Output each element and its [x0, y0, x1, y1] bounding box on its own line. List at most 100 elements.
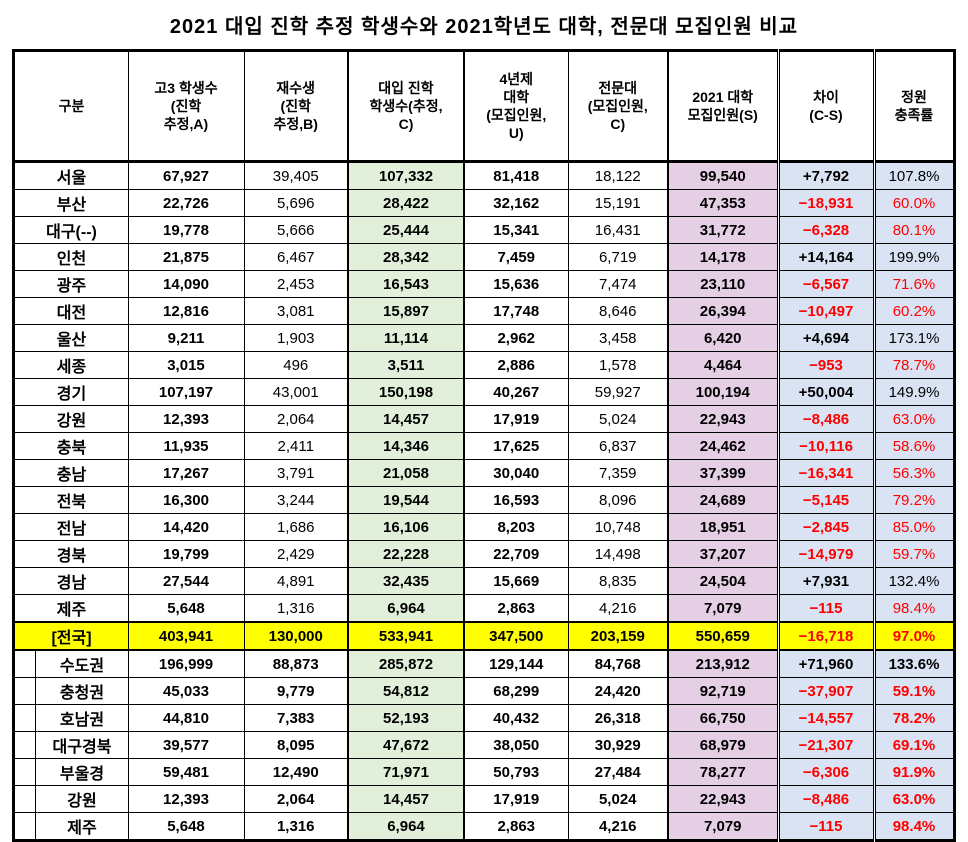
cell-colJ: 8,835 [567, 567, 669, 595]
table-row: 세종 3,015 496 3,511 2,886 1,578 4,464 −953 78.7% [13, 351, 955, 379]
row-indent-spacer [13, 758, 37, 786]
cell-colB: 39,405 [243, 161, 349, 190]
cell-colS: 18,951 [667, 513, 779, 541]
cell-colD: −5,145 [776, 486, 876, 514]
cell-colC: 14,346 [347, 432, 465, 460]
cell-colS: 26,394 [667, 297, 779, 325]
cell-colA: 19,799 [127, 540, 245, 568]
cell-colR: 173.1% [872, 324, 955, 352]
cell-colA: 67,927 [127, 161, 245, 190]
cell-colS: 22,943 [667, 405, 779, 433]
cell-colA: 3,015 [127, 351, 245, 379]
cell-colD: +7,792 [776, 161, 876, 190]
table-row: 서울 67,927 39,405 107,332 81,418 18,122 99,540 +… [13, 161, 955, 190]
cell-colA: 12,393 [127, 785, 245, 813]
cell-colD: −6,328 [776, 216, 876, 244]
cell-colS: 31,772 [667, 216, 779, 244]
cell-colJ: 8,096 [567, 486, 669, 514]
row-label: 경북 [13, 540, 129, 568]
row-label: 부산 [13, 189, 129, 217]
cell-colU: 22,709 [463, 540, 569, 568]
cell-colB: 88,873 [243, 649, 349, 678]
cell-colB: 3,081 [243, 297, 349, 325]
table-row: 충북 11,935 2,411 14,346 17,625 6,837 24,462 −10,… [13, 432, 955, 460]
page: { "title": "2021 대입 진학 추정 학생수와 2021학년도 대… [12, 16, 956, 842]
table-row: 수도권 196,999 88,873 285,872 129,144 84,768 213,… [13, 649, 955, 678]
cell-colJ: 6,719 [567, 243, 669, 271]
row-label: 광주 [13, 270, 129, 298]
cell-colA: 12,816 [127, 297, 245, 325]
cell-colS: 37,207 [667, 540, 779, 568]
cell-colU: 17,919 [463, 785, 569, 813]
table-row: 인천 21,875 6,467 28,342 7,459 6,719 14,178 +14,1… [13, 243, 955, 271]
cell-colC: 28,342 [347, 243, 465, 271]
row-label: [전국] [13, 621, 129, 651]
cell-colJ: 3,458 [567, 324, 669, 352]
cell-colU: 2,863 [463, 594, 569, 623]
cell-colA: 5,648 [127, 594, 245, 623]
cell-colD: −18,931 [776, 189, 876, 217]
cell-colB: 8,095 [243, 731, 349, 759]
row-indent-spacer [13, 704, 37, 732]
cell-colS: 78,277 [667, 758, 779, 786]
cell-colD: −8,486 [776, 405, 876, 433]
cell-colA: 21,875 [127, 243, 245, 271]
cell-colB: 5,696 [243, 189, 349, 217]
cell-colA: 39,577 [127, 731, 245, 759]
cell-colJ: 6,837 [567, 432, 669, 460]
cell-colU: 8,203 [463, 513, 569, 541]
cell-colD: −14,979 [776, 540, 876, 568]
cell-colU: 347,500 [463, 621, 569, 651]
cell-colU: 15,669 [463, 567, 569, 595]
cell-colJ: 4,216 [567, 812, 669, 841]
cell-colB: 43,001 [243, 378, 349, 406]
cell-colD: −953 [776, 351, 876, 379]
cell-colC: 22,228 [347, 540, 465, 568]
cell-colD: −6,567 [776, 270, 876, 298]
cell-colC: 54,812 [347, 677, 465, 705]
cell-colA: 5,648 [127, 812, 245, 841]
cell-colR: 107.8% [872, 161, 955, 190]
cell-colR: 199.9% [872, 243, 955, 271]
cell-colJ: 14,498 [567, 540, 669, 568]
row-label: 대구(--) [13, 216, 129, 244]
cell-colA: 22,726 [127, 189, 245, 217]
cell-colC: 14,457 [347, 785, 465, 813]
table-body: 서울 67,927 39,405 107,332 81,418 18,122 99,540 +… [13, 161, 955, 841]
cell-colR: 133.6% [872, 649, 955, 678]
cell-colA: 9,211 [127, 324, 245, 352]
cell-colU: 17,625 [463, 432, 569, 460]
cell-colS: 24,504 [667, 567, 779, 595]
cell-colC: 6,964 [347, 594, 465, 623]
cell-colJ: 1,578 [567, 351, 669, 379]
cell-colA: 16,300 [127, 486, 245, 514]
cell-colU: 50,793 [463, 758, 569, 786]
cell-colD: −21,307 [776, 731, 876, 759]
cell-colC: 52,193 [347, 704, 465, 732]
column-header: 2021 대학 모집인원(S) [667, 50, 779, 163]
cell-colS: 24,689 [667, 486, 779, 514]
cell-colD: −115 [776, 594, 876, 623]
cell-colA: 45,033 [127, 677, 245, 705]
cell-colB: 9,779 [243, 677, 349, 705]
row-label: 부울경 [35, 758, 129, 786]
cell-colB: 3,791 [243, 459, 349, 487]
row-label: 대전 [13, 297, 129, 325]
table-row: 충남 17,267 3,791 21,058 30,040 7,359 37,399 −16,… [13, 459, 955, 487]
cell-colU: 2,863 [463, 812, 569, 841]
cell-colR: 59.7% [872, 540, 955, 568]
row-label: 호남권 [35, 704, 129, 732]
cell-colB: 3,244 [243, 486, 349, 514]
table-row: 전북 16,300 3,244 19,544 16,593 8,096 24,689 −5,1… [13, 486, 955, 514]
cell-colB: 2,429 [243, 540, 349, 568]
cell-colB: 2,411 [243, 432, 349, 460]
cell-colB: 7,383 [243, 704, 349, 732]
row-indent-spacer [13, 731, 37, 759]
cell-colU: 129,144 [463, 649, 569, 678]
cell-colS: 22,943 [667, 785, 779, 813]
cell-colJ: 26,318 [567, 704, 669, 732]
cell-colS: 6,420 [667, 324, 779, 352]
cell-colR: 63.0% [872, 405, 955, 433]
table-row: 강원 12,393 2,064 14,457 17,919 5,024 22,943 −8,4… [13, 405, 955, 433]
cell-colU: 40,267 [463, 378, 569, 406]
